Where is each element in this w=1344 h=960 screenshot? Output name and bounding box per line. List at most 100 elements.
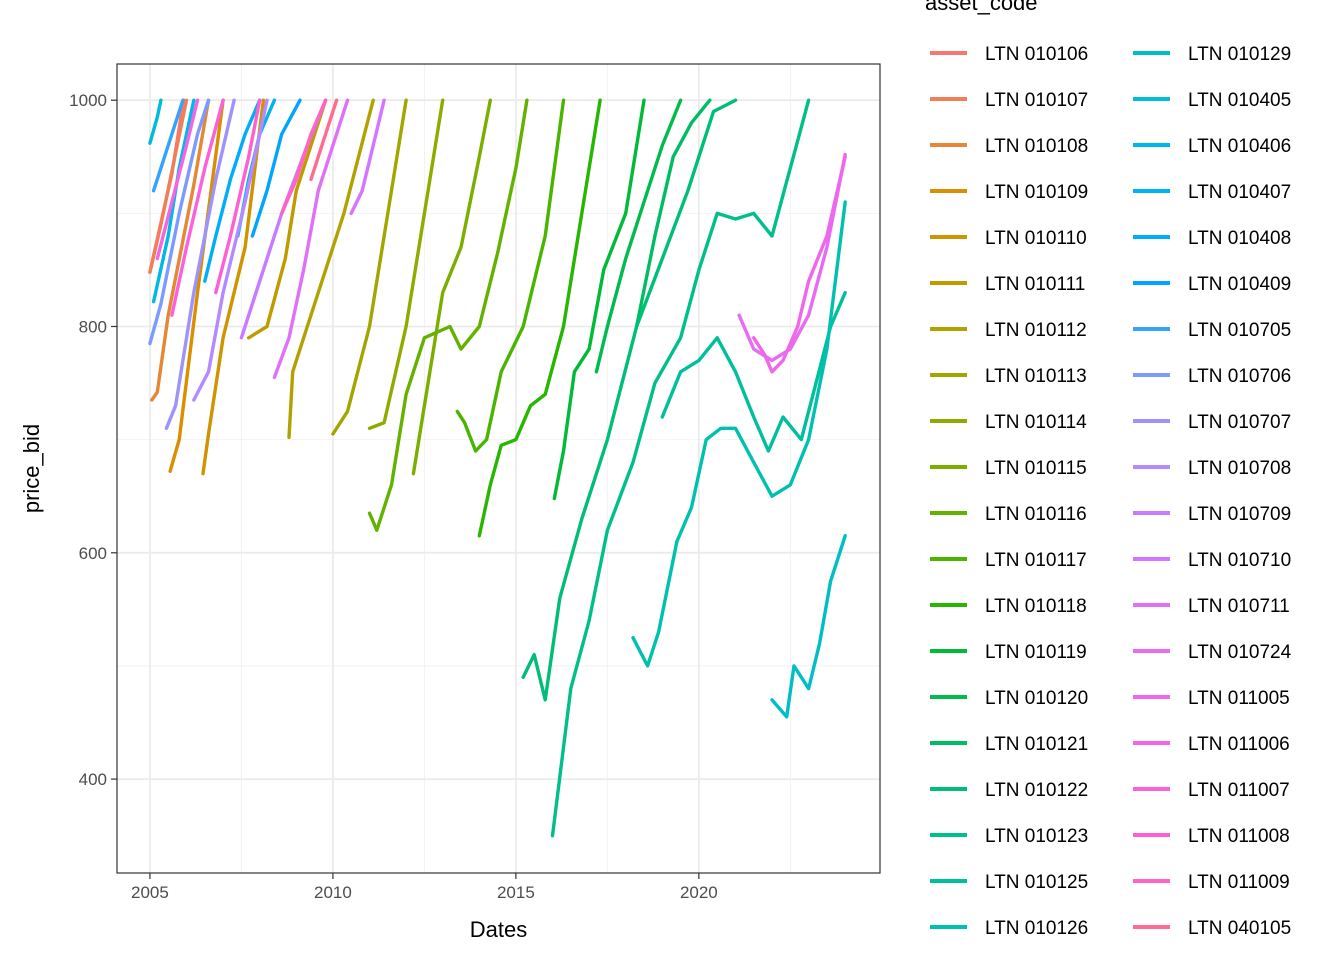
legend-item: LTN 010114 [930, 412, 1087, 433]
series-line-ltn-010112 [287, 98, 375, 440]
legend-item: LTN 010407 [1133, 182, 1291, 203]
legend-label: LTN 011007 [1188, 780, 1290, 801]
legend-label: LTN 010107 [985, 90, 1088, 111]
series-line-ltn-010108 [150, 98, 211, 402]
series-line-ltn-010114 [367, 98, 445, 430]
y-tick-label: 800 [79, 318, 107, 337]
x-tick-label: 2005 [131, 883, 169, 902]
legend-label: LTN 010106 [985, 44, 1088, 65]
legend-label: LTN 011009 [1188, 872, 1290, 893]
legend-item: LTN 011009 [1133, 872, 1290, 893]
legend-label: LTN 011005 [1188, 688, 1290, 709]
plot-panel [117, 64, 880, 873]
legend-label: LTN 010125 [985, 872, 1088, 893]
legend-label: LTN 010707 [1188, 412, 1291, 433]
legend-item: LTN 011007 [1133, 780, 1290, 801]
legend-item: LTN 010122 [930, 780, 1088, 801]
grid [117, 64, 880, 873]
legend-label: LTN 010115 [985, 458, 1087, 479]
legend-item: LTN 010109 [930, 182, 1088, 203]
legend-label: LTN 010111 [985, 274, 1085, 295]
legend-label: LTN 010114 [985, 412, 1087, 433]
legend-label: LTN 010709 [1188, 504, 1291, 525]
series-line-ltn-011008 [214, 98, 262, 295]
legend-label: LTN 010121 [985, 734, 1088, 755]
legend-item: LTN 010120 [930, 688, 1088, 709]
legend-label: LTN 010120 [985, 688, 1088, 709]
legend-item: LTN 010710 [1133, 550, 1291, 571]
legend-item: LTN 010107 [930, 90, 1088, 111]
series-line-ltn-010710 [349, 98, 386, 216]
series-line-ltn-010123 [550, 98, 811, 838]
legend-label: LTN 010405 [1188, 90, 1291, 111]
legend-label: LTN 010126 [985, 918, 1088, 939]
series-line-ltn-010109 [168, 98, 225, 473]
legend-label: LTN 010406 [1188, 136, 1291, 157]
legend-item: LTN 010111 [930, 274, 1085, 295]
series-line-ltn-010706 [148, 98, 211, 346]
legend-label: LTN 010117 [985, 550, 1087, 571]
series-line-ltn-010129 [770, 534, 847, 719]
legend-item: LTN 010708 [1133, 458, 1291, 479]
series-lines [148, 98, 847, 838]
series-line-ltn-010122 [521, 98, 738, 702]
series-line-ltn-010107 [148, 98, 189, 274]
legend-item: LTN 010108 [930, 136, 1088, 157]
legend-item: LTN 010116 [930, 504, 1087, 525]
legend-label: LTN 010122 [985, 780, 1088, 801]
series-line-ltn-010118 [477, 98, 602, 538]
legend-item: LTN 010115 [930, 458, 1087, 479]
y-axis-title: price_bid [19, 424, 44, 513]
series-line-ltn-011006 [155, 98, 200, 261]
series-line-ltn-010121 [634, 98, 712, 329]
legend-item: LTN 010709 [1133, 504, 1291, 525]
legend-label: LTN 010409 [1188, 274, 1291, 295]
legend-item: LTN 010110 [930, 228, 1087, 249]
series-line-ltn-010125 [660, 290, 847, 453]
legend-item: LTN 010112 [930, 320, 1087, 341]
legend-label: LTN 010123 [985, 826, 1088, 847]
legend-label: LTN 010108 [985, 136, 1088, 157]
legend-item: LTN 011006 [1133, 734, 1290, 755]
legend: LTN 010106 LTN 010107 LTN 010108 LTN 010109… [930, 44, 1292, 939]
series-line-ltn-010126 [631, 200, 847, 668]
legend-item: LTN 010126 [930, 918, 1088, 939]
legend-item: LTN 010119 [930, 642, 1087, 663]
x-tick-label: 2015 [497, 883, 535, 902]
legend-item: LTN 040105 [1133, 918, 1291, 939]
legend-item: LTN 010406 [1133, 136, 1291, 157]
series-line-ltn-010117 [455, 98, 566, 453]
legend-label: LTN 010113 [985, 366, 1087, 387]
series-line-ltn-010708 [192, 98, 269, 402]
legend-label: LTN 011006 [1188, 734, 1290, 755]
legend-item: LTN 010125 [930, 872, 1088, 893]
legend-item: LTN 010117 [930, 550, 1087, 571]
legend-item: LTN 010409 [1133, 274, 1291, 295]
legend-item: LTN 010706 [1133, 366, 1291, 387]
legend-label: LTN 010118 [985, 596, 1087, 617]
series-line-ltn-010406 [151, 98, 196, 304]
series-line-ltn-010705 [151, 98, 185, 193]
series-line-ltn-010111 [247, 98, 328, 340]
legend-label: LTN 010408 [1188, 228, 1291, 249]
legend-label: LTN 040105 [1188, 918, 1291, 939]
legend-label: LTN 010119 [985, 642, 1087, 663]
legend-item: LTN 010113 [930, 366, 1087, 387]
legend-item: LTN 011005 [1133, 688, 1290, 709]
y-tick-label: 400 [79, 770, 107, 789]
series-line-ltn-010711 [272, 98, 350, 380]
series-line-ltn-010119 [552, 98, 646, 501]
legend-label: LTN 010116 [985, 504, 1087, 525]
legend-label: LTN 010129 [1188, 44, 1291, 65]
legend-item: LTN 011008 [1133, 826, 1290, 847]
legend-label: LTN 010708 [1188, 458, 1291, 479]
x-tick-label: 2010 [314, 883, 352, 902]
legend-item: LTN 010129 [1133, 44, 1291, 65]
legend-item: LTN 010121 [930, 734, 1088, 755]
legend-label: LTN 010407 [1188, 182, 1291, 203]
series-line-ltn-010408 [203, 98, 262, 283]
legend-label: LTN 010110 [985, 228, 1087, 249]
legend-label: LTN 010705 [1188, 320, 1291, 341]
series-line-ltn-010405 [148, 98, 163, 145]
series-line-ltn-010116 [367, 98, 529, 532]
